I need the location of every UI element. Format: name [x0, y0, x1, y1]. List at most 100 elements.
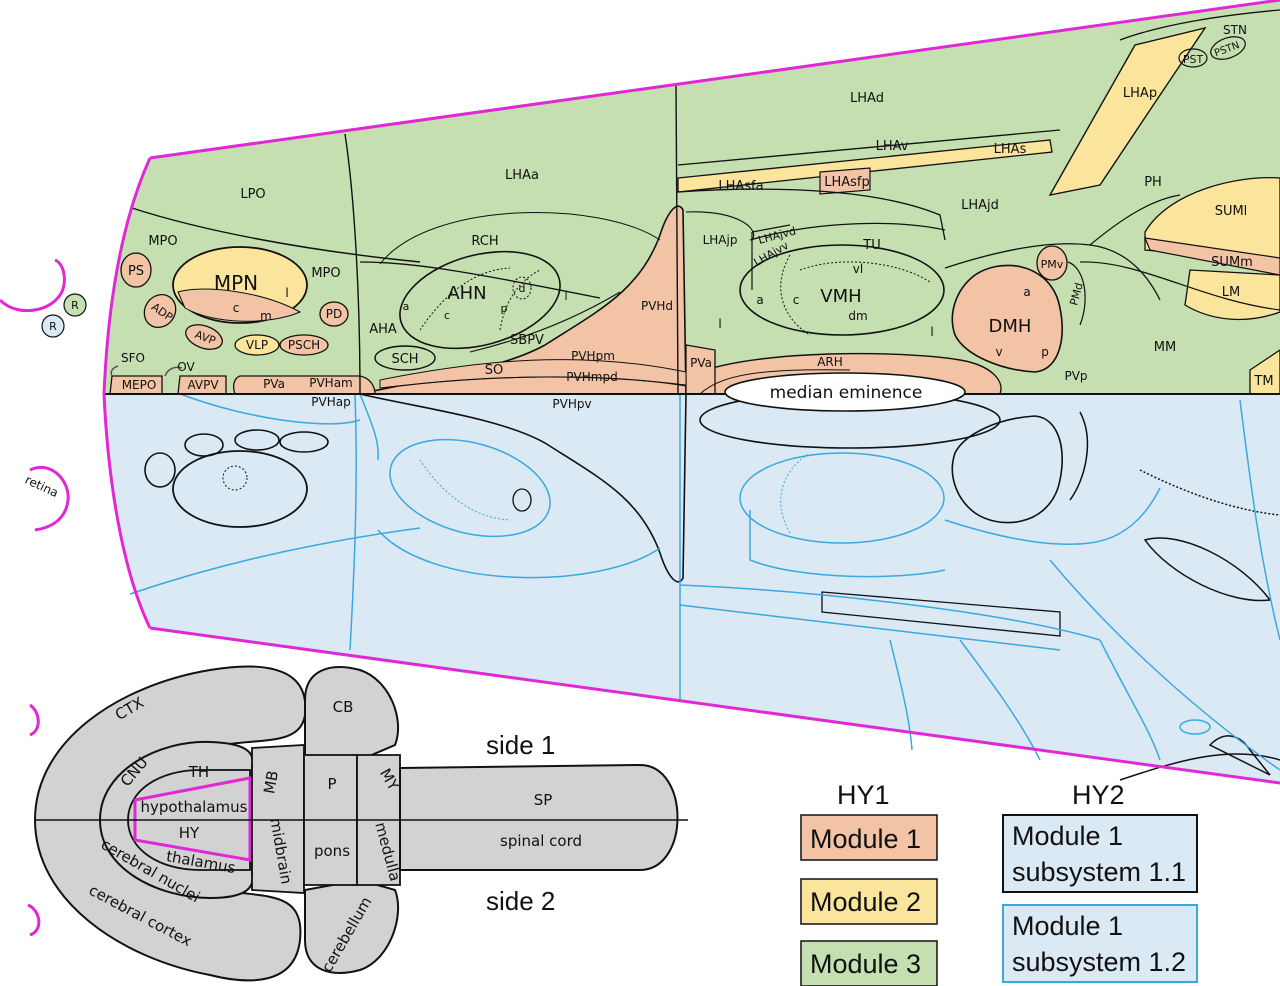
label-side1: side 1 — [486, 730, 555, 760]
region-adp — [143, 293, 177, 329]
label-ahn-d: d — [519, 282, 526, 295]
label-sch: SCH — [391, 352, 418, 367]
median-eminence-shape — [724, 372, 966, 412]
brain-hypothalamus-outline — [133, 776, 252, 862]
region-lhap — [1048, 26, 1207, 196]
side2-blue-line-6 — [679, 604, 1061, 651]
region-summ — [1144, 237, 1280, 276]
side2-background — [104, 394, 1280, 783]
side2-vmh-blue — [739, 452, 945, 544]
side2-blue-line-10 — [1099, 639, 1161, 761]
label-lhajp: LHAjp — [703, 233, 738, 247]
label-pvhd: PVHd — [641, 299, 673, 313]
label-pvp: PVp — [1064, 369, 1087, 383]
region-sbpv-band — [469, 291, 621, 353]
legend-sub12-line1: Module 1 — [1012, 911, 1123, 941]
side2-blue-line-3 — [129, 527, 421, 595]
label-pva-mid: PVa — [690, 356, 712, 370]
label-aha: AHA — [369, 322, 397, 337]
boundary-rch — [379, 211, 661, 265]
brain-schematic: CTX CNU TH hypothalamus HY thalamus cere… — [33, 665, 688, 982]
label-vmh-vl: vl — [853, 262, 863, 276]
label-vmh: VMH — [820, 286, 861, 307]
legend-module1-swatch — [800, 814, 938, 861]
boundary-mm — [1079, 261, 1280, 311]
boundary-median-eminence — [699, 369, 851, 395]
label-mepo: MEPO — [122, 378, 157, 392]
label-mpo-left: MPO — [148, 234, 177, 249]
brain-sp-shape — [399, 763, 679, 871]
boundary-dmh-ph — [944, 243, 1161, 301]
label-sbpv: SBPV — [510, 333, 544, 348]
label-lhasfp: LHAsfp — [824, 175, 870, 190]
region-pmv — [1036, 245, 1068, 281]
region-sch — [374, 345, 436, 371]
label-pva-left: PVa — [263, 377, 285, 391]
region-dmh — [951, 264, 1063, 373]
side1-flatmap — [104, 0, 1280, 395]
label-dmh-v: v — [995, 345, 1002, 359]
label-pvhap: PVHap — [311, 395, 350, 409]
region-pst — [1178, 48, 1208, 68]
label-dmh-a: a — [1023, 285, 1030, 299]
brain-cb-shape — [304, 666, 400, 762]
legend-module1-label: Module 1 — [810, 824, 921, 854]
side2-zona-strip — [821, 591, 1061, 637]
label-ov: OV — [177, 360, 195, 374]
side2-blue-line-15 — [889, 639, 913, 751]
legend-module3-swatch — [800, 940, 938, 986]
flatmap-outline-bottom — [149, 626, 1280, 785]
label-lhad: LHAd — [850, 91, 884, 106]
side2-dmh-mirror — [951, 415, 1063, 524]
side2-dotted-small — [512, 488, 532, 512]
label-ph: PH — [1144, 175, 1162, 190]
label-r2: R — [71, 299, 79, 312]
label-stn: STN — [1223, 23, 1247, 37]
label-pd: PD — [326, 307, 342, 321]
retina-r-circle-1 — [41, 314, 65, 338]
side2-circle-3 — [234, 429, 280, 451]
boundary-sfo-ov — [110, 365, 183, 377]
label-p: P — [327, 775, 336, 793]
label-pons: pons — [314, 842, 350, 860]
side1-background — [104, 0, 1280, 394]
retina-arc-1 — [0, 258, 66, 313]
region-ps — [120, 252, 152, 288]
label-lhasfa: LHAsfa — [718, 179, 763, 194]
label-lhas: LHAs — [994, 142, 1027, 157]
label-mb: MB — [260, 769, 282, 795]
side2-blue-line-7 — [749, 510, 946, 578]
label-hypothalamus: hypothalamus — [141, 798, 248, 816]
legend-sub11-line1: Module 1 — [1012, 821, 1123, 851]
label-spinal-cord: spinal cord — [500, 832, 582, 850]
label-mm: MM — [1154, 340, 1176, 355]
side2-blue-line-5 — [679, 584, 1101, 641]
label-mpn-c: c — [233, 301, 240, 315]
legend: HY1 HY2 Module 1 Module 2 Module 3 Modul… — [800, 780, 1198, 986]
legend-module3-label: Module 3 — [810, 949, 921, 979]
label-summ: SUMm — [1211, 255, 1253, 270]
region-psch — [279, 334, 329, 356]
side2-dashed-circle — [222, 465, 248, 491]
legend-sub11-line2: subsystem 1.1 — [1012, 857, 1186, 887]
ahn-d-subdivision — [512, 276, 532, 300]
legend-sub12-swatch — [1002, 904, 1198, 983]
legend-hy1-title: HY1 — [837, 780, 890, 810]
label-ahn-a: a — [403, 300, 410, 313]
region-avp — [185, 324, 223, 350]
label-mpo-right: MPO — [311, 266, 340, 281]
side2-subsystem-12-lines — [129, 393, 1280, 771]
side2-bottom-strip — [1119, 753, 1280, 781]
region-tm — [1249, 349, 1280, 395]
side2-dotted-vmh — [780, 452, 811, 534]
vmh-subdivision-2 — [799, 261, 931, 283]
retina-r-circle-2 — [63, 293, 87, 317]
side2-blue-line-13 — [179, 393, 361, 425]
vmh-subdivision — [780, 254, 811, 336]
label-arh: ARH — [817, 355, 843, 369]
side2-circle-4 — [279, 431, 329, 453]
label-sumi: SUMl — [1215, 204, 1248, 219]
label-mpn: MPN — [214, 271, 258, 295]
side2-blue-line-12 — [359, 393, 379, 461]
brain-cerebellum-shape — [304, 878, 400, 974]
